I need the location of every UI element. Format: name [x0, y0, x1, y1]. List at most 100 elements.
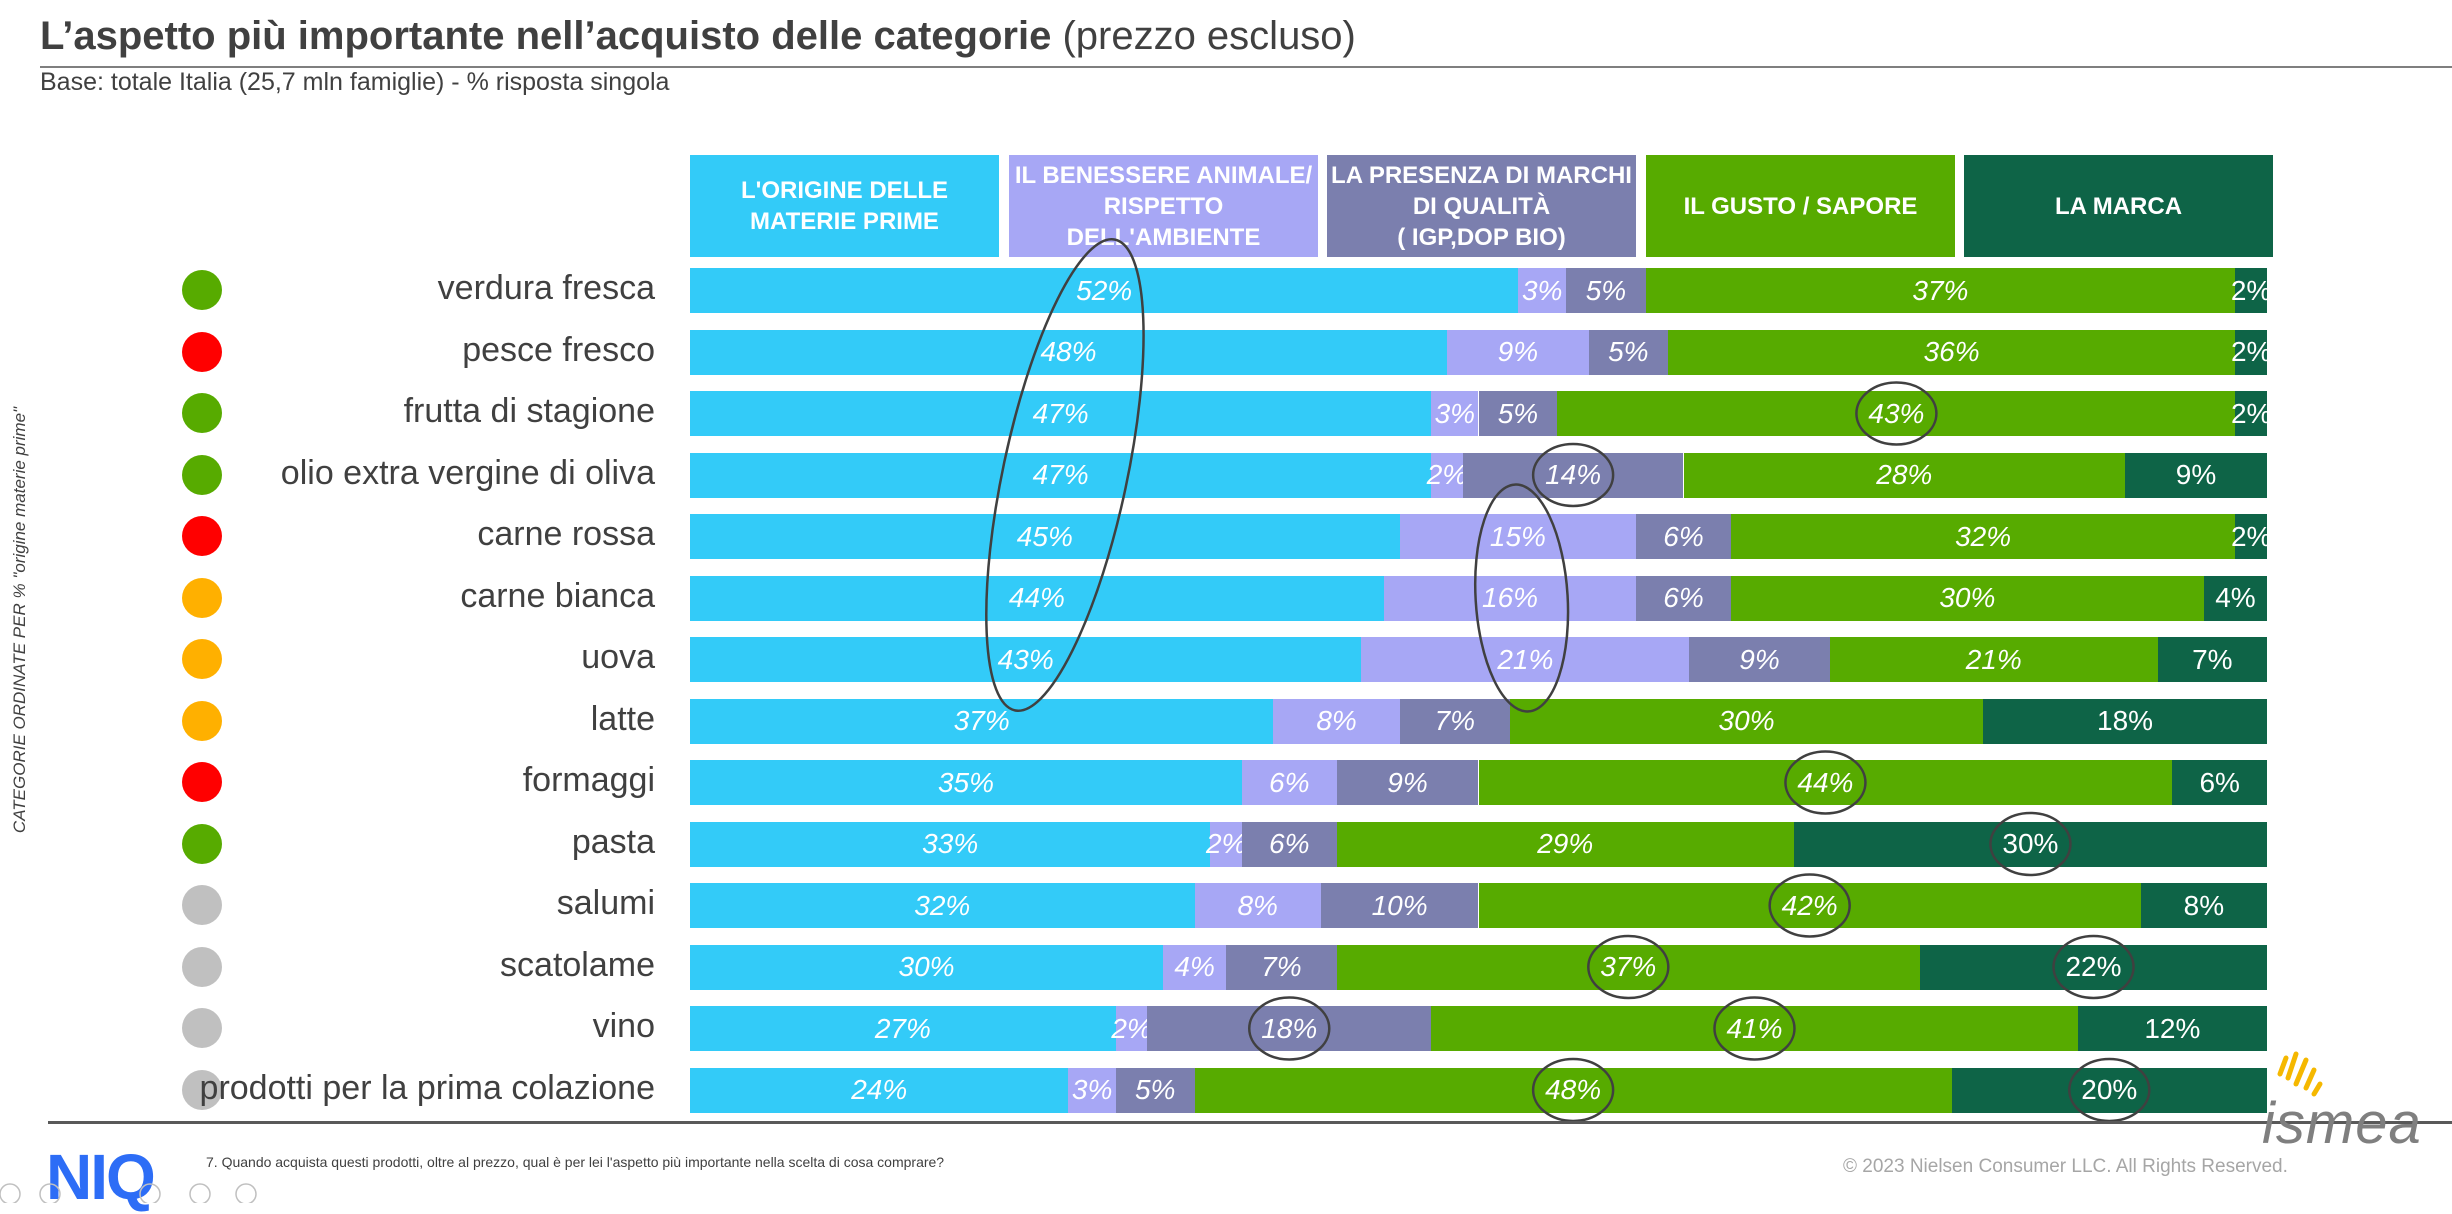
bar-segment: 5% [1588, 329, 1668, 375]
bar-segment: 44% [1478, 760, 2173, 805]
niq-logo: NIQ [46, 1141, 156, 1213]
footer-divider [48, 1121, 2452, 1124]
bar-segment: 43% [690, 637, 1362, 682]
bar-segment: 27% [690, 1006, 1116, 1051]
bar-segment: 35% [690, 760, 1242, 805]
bar-segment: 7% [2157, 637, 2267, 682]
bar-segment: 30% [1730, 575, 2204, 621]
bar-segment: 3% [1068, 1067, 1116, 1113]
bar-segment: 24% [690, 1067, 1069, 1113]
bar-segment: 22% [1920, 944, 2267, 990]
ismea-sun-icon [2277, 1051, 2323, 1097]
category-label: pasta [571, 822, 655, 861]
bar-segment: 16% [1383, 575, 1637, 621]
bar-segment: 32% [690, 883, 1195, 928]
bar-segment: 21% [1361, 637, 1690, 682]
bar-segment: 29% [1336, 821, 1794, 867]
series-header-4: IL GUSTO / SAPORE [1646, 155, 1955, 257]
bar-segment: 3% [1518, 268, 1567, 313]
bar-segment: 2% [2231, 391, 2271, 436]
bar-segment: 30% [1793, 821, 2267, 867]
bar-segment: 30% [690, 944, 1164, 990]
highlight-ellipse [1248, 996, 1331, 1061]
bar-segment: 37% [690, 698, 1274, 744]
bar-segment: 45% [690, 514, 1400, 559]
zoom-icon [189, 1183, 211, 1205]
grid-icon [139, 1183, 161, 1205]
status-dot [182, 639, 222, 679]
highlight-ellipse [1473, 483, 1570, 713]
subtitle: Base: totale Italia (25,7 mln famiglie) … [40, 68, 670, 96]
ismea-wordmark: ismea [2262, 1091, 2422, 1156]
bar-segment: 15% [1399, 514, 1637, 559]
bar-segment: 48% [690, 329, 1447, 375]
series-header-2: IL BENESSERE ANIMALE/RISPETTO DELL'AMBIEN… [1009, 155, 1318, 257]
bar-segment: 41% [1431, 1006, 2078, 1051]
category-label: latte [590, 699, 655, 738]
pen-icon [39, 1183, 61, 1205]
highlight-ellipse [1713, 996, 1796, 1061]
highlight-ellipse [1989, 811, 2072, 877]
bar-segment: 43% [1557, 391, 2236, 436]
bar-segment: 28% [1683, 452, 2126, 498]
highlight-ellipse [1784, 750, 1867, 815]
bar-segment: 14% [1462, 452, 1684, 498]
status-dot [182, 270, 222, 310]
bar-segment: 44% [690, 575, 1384, 621]
survey-question: 7. Quando acquista questi prodotti, oltr… [206, 1154, 945, 1170]
category-label: pesce fresco [462, 330, 655, 369]
status-dot [182, 454, 222, 495]
bar-segment: 2% [2231, 514, 2271, 559]
category-label: scatolame [500, 945, 655, 984]
title-suffix: (prezzo escluso) [1062, 14, 1356, 58]
bar-segment: 9% [1689, 637, 1830, 682]
bar-segment: 33% [690, 821, 1211, 867]
bar-segment: 20% [1951, 1067, 2267, 1113]
highlight-ellipse [1531, 1057, 1615, 1123]
bar-segment: 4% [1163, 944, 1227, 990]
bar-segment: 4% [2203, 575, 2267, 621]
bar-segment: 5% [1478, 391, 1558, 436]
bar-segment: 9% [1446, 329, 1589, 375]
category-label: carne rossa [477, 515, 655, 553]
category-label: carne bianca [460, 576, 655, 615]
bar-segment: 9% [2125, 452, 2267, 498]
status-dot [182, 331, 222, 372]
bar-segment: 42% [1478, 883, 2141, 928]
prev-icon [0, 1183, 21, 1205]
bar-segment: 5% [1115, 1067, 1195, 1113]
category-label: verdura fresca [437, 269, 655, 307]
status-dot [182, 946, 222, 987]
page-title: L’aspetto più importante nell’acquisto d… [40, 14, 1356, 59]
status-dot [182, 762, 222, 802]
series-header-5: LA MARCA [1964, 155, 2273, 257]
highlight-ellipse [1531, 442, 1615, 508]
bar-segment: 47% [690, 391, 1432, 436]
status-dot [182, 700, 222, 741]
highlight-ellipse [1587, 934, 1670, 1000]
series-header-1: L'ORIGINE DELLE MATERIE PRIME [690, 155, 999, 257]
ismea-logo: ismea [2262, 1050, 2452, 1156]
highlight-ellipse [1768, 873, 1851, 938]
bar-segment: 2% [1206, 821, 1246, 867]
bar-segment: 3% [1431, 391, 1479, 436]
slide-controls[interactable] [0, 1180, 280, 1205]
bar-segment: 18% [1147, 1006, 1432, 1051]
title-divider [40, 66, 2452, 68]
bar-segment: 30% [1510, 698, 1984, 744]
category-label: uova [581, 638, 655, 676]
bar-segment: 18% [1983, 698, 2267, 744]
category-label: olio extra vergine di oliva [280, 453, 655, 492]
bar-segment: 5% [1566, 268, 1646, 313]
bar-segment: 6% [1636, 575, 1731, 621]
category-label: frutta di stagione [403, 392, 655, 430]
bar-segment: 6% [1636, 514, 1731, 559]
bar-segment: 2% [2231, 268, 2271, 313]
bar-segment: 37% [1336, 944, 1921, 990]
bar-segment: 52% [690, 268, 1519, 313]
status-dot [182, 577, 222, 618]
category-label: vino [592, 1007, 655, 1045]
bar-segment: 9% [1336, 760, 1479, 805]
status-dot [182, 885, 222, 925]
